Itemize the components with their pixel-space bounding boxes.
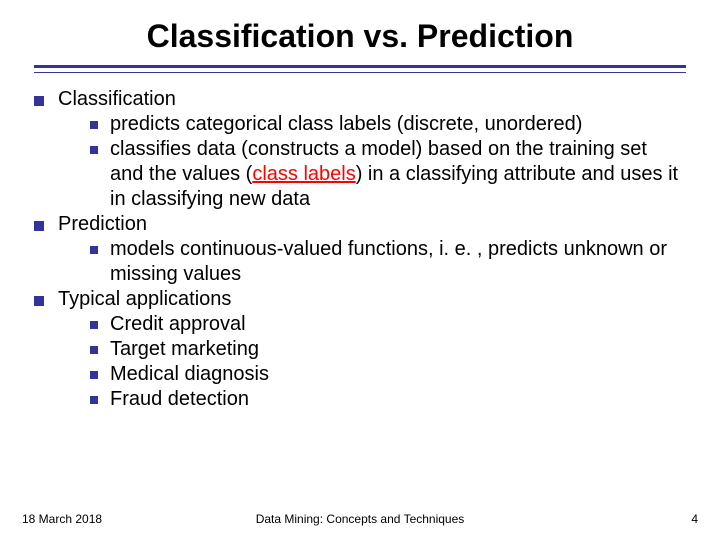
- list-item: Prediction: [32, 212, 684, 237]
- list-item-label: Medical diagnosis: [110, 362, 684, 387]
- list-item-label: Target marketing: [110, 337, 684, 362]
- square-bullet-icon: [34, 296, 44, 306]
- list-item: Typical applications: [32, 287, 684, 312]
- footer-page-number: 4: [691, 512, 698, 526]
- list-item: Credit approval: [32, 312, 684, 337]
- slide-title: Classification vs. Prediction: [28, 18, 692, 65]
- list-item-label: predicts categorical class labels (discr…: [110, 112, 684, 137]
- title-rule-thin: [34, 72, 686, 73]
- list-item: Classification: [32, 87, 684, 112]
- square-bullet-icon: [90, 146, 98, 154]
- list-item: Target marketing: [32, 337, 684, 362]
- list-item-label: Prediction: [58, 212, 684, 237]
- title-rule-thick: [34, 65, 686, 68]
- list-item-label: Fraud detection: [110, 387, 684, 412]
- square-bullet-icon: [34, 221, 44, 231]
- list-item-label: classifies data (constructs a model) bas…: [110, 137, 684, 212]
- slide-body: Classification predicts categorical clas…: [28, 87, 692, 412]
- square-bullet-icon: [90, 321, 98, 329]
- square-bullet-icon: [90, 346, 98, 354]
- slide: Classification vs. Prediction Classifica…: [0, 0, 720, 540]
- list-item-label: models continuous-valued functions, i. e…: [110, 237, 684, 287]
- footer-title: Data Mining: Concepts and Techniques: [0, 512, 720, 526]
- list-item: models continuous-valued functions, i. e…: [32, 237, 684, 287]
- square-bullet-icon: [90, 371, 98, 379]
- list-item-label: Classification: [58, 87, 684, 112]
- list-item: predicts categorical class labels (discr…: [32, 112, 684, 137]
- list-item: Fraud detection: [32, 387, 684, 412]
- list-item-label: Typical applications: [58, 287, 684, 312]
- list-item: classifies data (constructs a model) bas…: [32, 137, 684, 212]
- square-bullet-icon: [90, 396, 98, 404]
- list-item: Medical diagnosis: [32, 362, 684, 387]
- square-bullet-icon: [34, 96, 44, 106]
- list-item-label: Credit approval: [110, 312, 684, 337]
- square-bullet-icon: [90, 121, 98, 129]
- square-bullet-icon: [90, 246, 98, 254]
